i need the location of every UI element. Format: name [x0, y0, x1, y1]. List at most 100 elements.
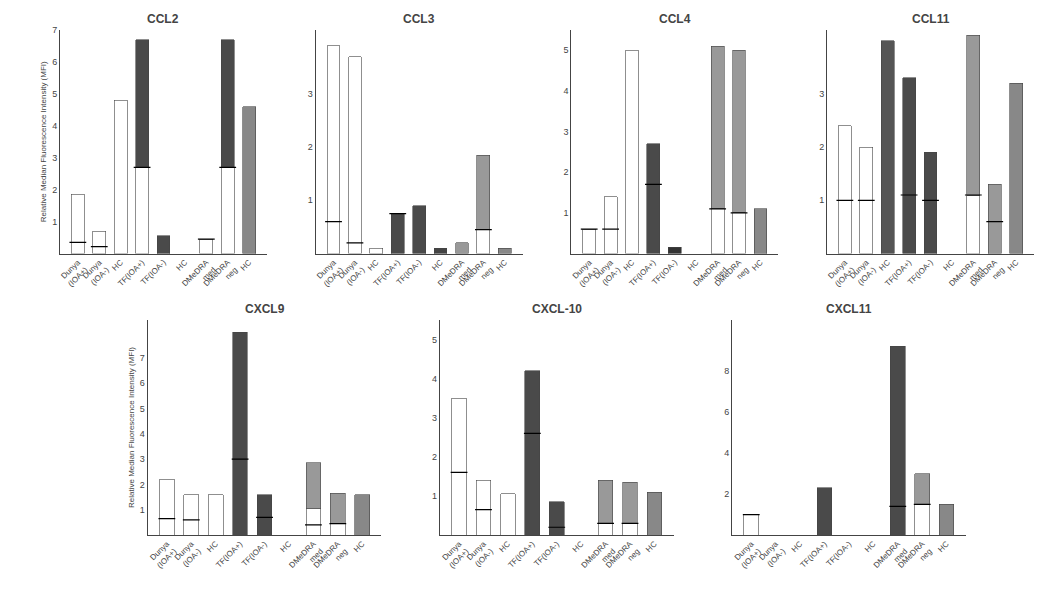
svg-text:HC: HC [686, 258, 701, 273]
svg-text:TF(IOA-): TF(IOA-) [906, 258, 935, 287]
svg-text:5: 5 [432, 335, 437, 345]
svg-text:3: 3 [140, 454, 145, 464]
svg-text:HC: HC [366, 258, 381, 273]
svg-text:5: 5 [140, 404, 145, 414]
svg-text:HC: HC [1006, 258, 1021, 273]
svg-text:HC: HC [205, 539, 220, 554]
svg-text:CCL11: CCL11 [912, 12, 950, 26]
svg-text:2: 2 [819, 142, 824, 152]
svg-text:DMeDRAneg: DMeDRAneg [896, 539, 934, 577]
svg-text:3: 3 [819, 89, 824, 99]
svg-text:HC: HC [790, 539, 805, 554]
svg-text:DMeDRAneg: DMeDRAneg [312, 539, 350, 577]
svg-text:2: 2 [52, 185, 57, 195]
svg-text:TF(IOA-): TF(IOA-) [240, 539, 269, 568]
svg-text:7: 7 [140, 353, 145, 363]
svg-text:CXCL-10: CXCL-10 [532, 302, 582, 316]
svg-text:Relative Median Fluorescence I: Relative Median Fluorescence Intensity (… [39, 61, 48, 222]
svg-text:1: 1 [819, 195, 824, 205]
svg-text:2: 2 [724, 489, 729, 499]
svg-text:CCL4: CCL4 [659, 12, 691, 26]
svg-text:1: 1 [432, 491, 437, 501]
svg-text:Dunya(IOA-): Dunya(IOA-) [757, 539, 787, 569]
svg-text:6: 6 [724, 407, 729, 417]
svg-text:HC: HC [644, 539, 659, 554]
svg-text:TF(IOA-): TF(IOA-) [532, 539, 561, 568]
svg-text:HC: HC [279, 539, 294, 554]
svg-text:Dunya(IOA-): Dunya(IOA-) [592, 258, 622, 288]
svg-text:Dunya(IOA+): Dunya(IOA+) [148, 539, 179, 570]
svg-text:TF(IOA+): TF(IOA+) [506, 539, 536, 569]
svg-text:6: 6 [52, 57, 57, 67]
svg-text:CXCL11: CXCL11 [826, 302, 872, 316]
svg-text:Dunya(IOA+): Dunya(IOA+) [315, 258, 346, 289]
svg-text:DMeDRAmed: DMeDRAmed [436, 258, 474, 296]
svg-text:HC: HC [863, 539, 878, 554]
svg-text:DMeDRAmed: DMeDRAmed [287, 539, 325, 577]
svg-text:DMeDRAneg: DMeDRAneg [713, 258, 751, 296]
svg-text:1: 1 [308, 195, 313, 205]
svg-text:Dunya(IOA-): Dunya(IOA-) [336, 258, 366, 288]
svg-text:DMeDRAmed: DMeDRAmed [180, 258, 218, 296]
svg-text:3: 3 [564, 127, 569, 137]
svg-text:TF(IOA+): TF(IOA+) [883, 258, 913, 288]
svg-text:HC: HC [110, 258, 125, 273]
svg-text:Relative Median Fluorescence I: Relative Median Fluorescence Intensity (… [127, 347, 136, 508]
svg-text:DMeDRAmed: DMeDRAmed [872, 539, 910, 577]
svg-text:3: 3 [432, 413, 437, 423]
svg-text:3: 3 [308, 89, 313, 99]
svg-text:TF(IOA+): TF(IOA+) [372, 258, 402, 288]
svg-text:4: 4 [564, 86, 569, 96]
svg-text:TF(IOA+): TF(IOA+) [628, 258, 658, 288]
svg-text:HC: HC [571, 539, 586, 554]
svg-text:4: 4 [140, 429, 145, 439]
svg-text:HC: HC [239, 258, 254, 273]
svg-text:1: 1 [564, 208, 569, 218]
svg-text:TF(IOA-): TF(IOA-) [395, 258, 424, 287]
svg-text:HC: HC [622, 258, 637, 273]
svg-text:HC: HC [498, 539, 513, 554]
svg-text:DMeDRAmed: DMeDRAmed [947, 258, 985, 296]
svg-text:DMeDRAneg: DMeDRAneg [457, 258, 495, 296]
svg-text:DMeDRAneg: DMeDRAneg [202, 258, 240, 296]
svg-text:HC: HC [175, 258, 190, 273]
svg-text:HC: HC [750, 258, 765, 273]
svg-text:Dunya(IOA+): Dunya(IOA+) [440, 539, 471, 570]
svg-text:8: 8 [724, 366, 729, 376]
svg-text:4: 4 [432, 374, 437, 384]
svg-text:2: 2 [564, 167, 569, 177]
svg-text:DMeDRAmed: DMeDRAmed [580, 539, 618, 577]
svg-text:4: 4 [52, 121, 57, 131]
svg-text:Dunya(IOA+): Dunya(IOA+) [826, 258, 857, 289]
svg-text:DMeDRAneg: DMeDRAneg [969, 258, 1007, 296]
svg-text:2: 2 [308, 142, 313, 152]
svg-text:TF(IOA-): TF(IOA-) [139, 258, 168, 287]
svg-text:TF(IOA+): TF(IOA+) [116, 258, 146, 288]
svg-text:Dunya(IOA-): Dunya(IOA-) [173, 539, 203, 569]
svg-text:2: 2 [432, 452, 437, 462]
svg-text:CXCL9: CXCL9 [245, 302, 285, 316]
svg-text:TF(IOA+): TF(IOA+) [799, 539, 829, 569]
svg-text:CCL2: CCL2 [147, 12, 179, 26]
svg-text:5: 5 [52, 89, 57, 99]
svg-text:DMeDRAmed: DMeDRAmed [692, 258, 730, 296]
svg-text:HC: HC [352, 539, 367, 554]
svg-text:CCL3: CCL3 [403, 12, 435, 26]
svg-text:2: 2 [140, 480, 145, 490]
svg-text:TF(IOA+): TF(IOA+) [214, 539, 244, 569]
svg-text:1: 1 [52, 217, 57, 227]
svg-text:3: 3 [52, 153, 57, 163]
svg-text:6: 6 [140, 378, 145, 388]
svg-text:7: 7 [52, 25, 57, 35]
svg-text:Dunya(IOA-): Dunya(IOA-) [465, 539, 495, 569]
svg-text:4: 4 [724, 448, 729, 458]
svg-text:HC: HC [936, 539, 951, 554]
svg-text:TF(IOA-): TF(IOA-) [825, 539, 854, 568]
svg-text:Dunya(IOA+): Dunya(IOA+) [59, 258, 90, 289]
svg-text:HC: HC [877, 258, 892, 273]
svg-text:TF(IOA-): TF(IOA-) [650, 258, 679, 287]
svg-text:DMeDRAneg: DMeDRAneg [604, 539, 642, 577]
svg-text:HC: HC [430, 258, 445, 273]
svg-text:Dunya(IOA+): Dunya(IOA+) [570, 258, 601, 289]
svg-text:HC: HC [942, 258, 957, 273]
